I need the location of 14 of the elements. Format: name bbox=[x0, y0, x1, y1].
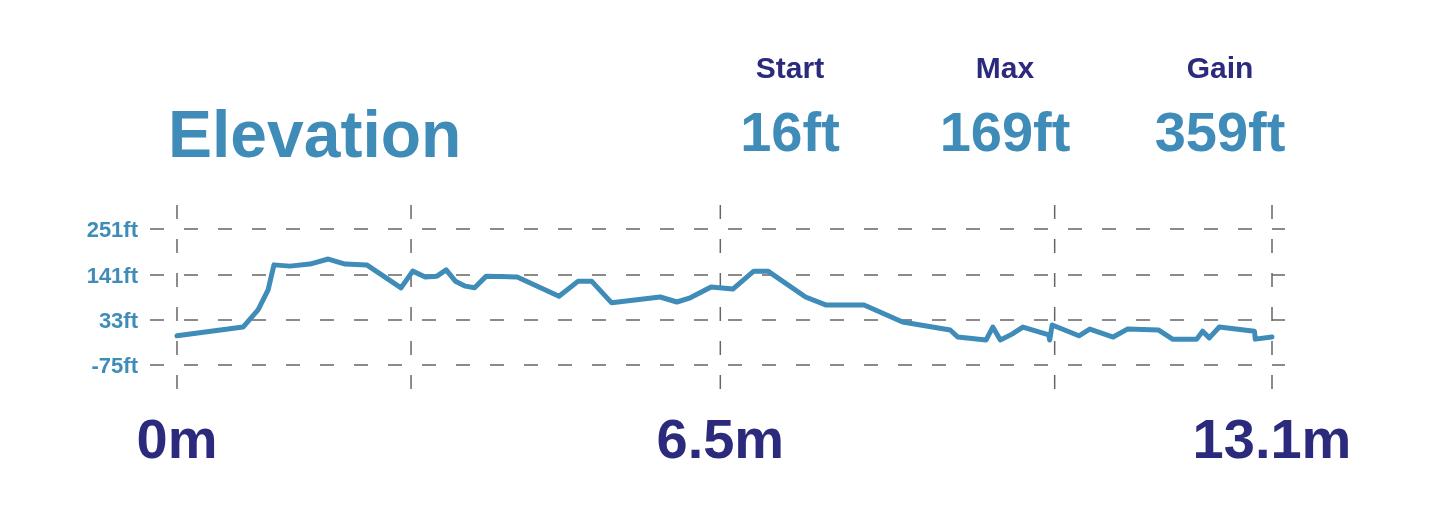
chart-title: Elevation bbox=[168, 97, 462, 171]
x-tick-label: 6.5m bbox=[656, 407, 785, 470]
y-tick-label: 141ft bbox=[86, 262, 139, 288]
y-tick-label: -75ft bbox=[91, 352, 139, 378]
text: Gain bbox=[1186, 51, 1254, 84]
text: 359ft bbox=[1154, 100, 1286, 163]
text: 169ft bbox=[939, 100, 1071, 163]
y-tick-label: 33ft bbox=[98, 307, 139, 333]
text: 16ft bbox=[740, 100, 840, 163]
text: Start bbox=[755, 51, 825, 84]
x-tick-label: 13.1m bbox=[1192, 407, 1352, 470]
x-tick-label: 0m bbox=[136, 407, 218, 470]
text: Max bbox=[975, 51, 1035, 84]
y-tick-label: 251ft bbox=[86, 216, 139, 242]
